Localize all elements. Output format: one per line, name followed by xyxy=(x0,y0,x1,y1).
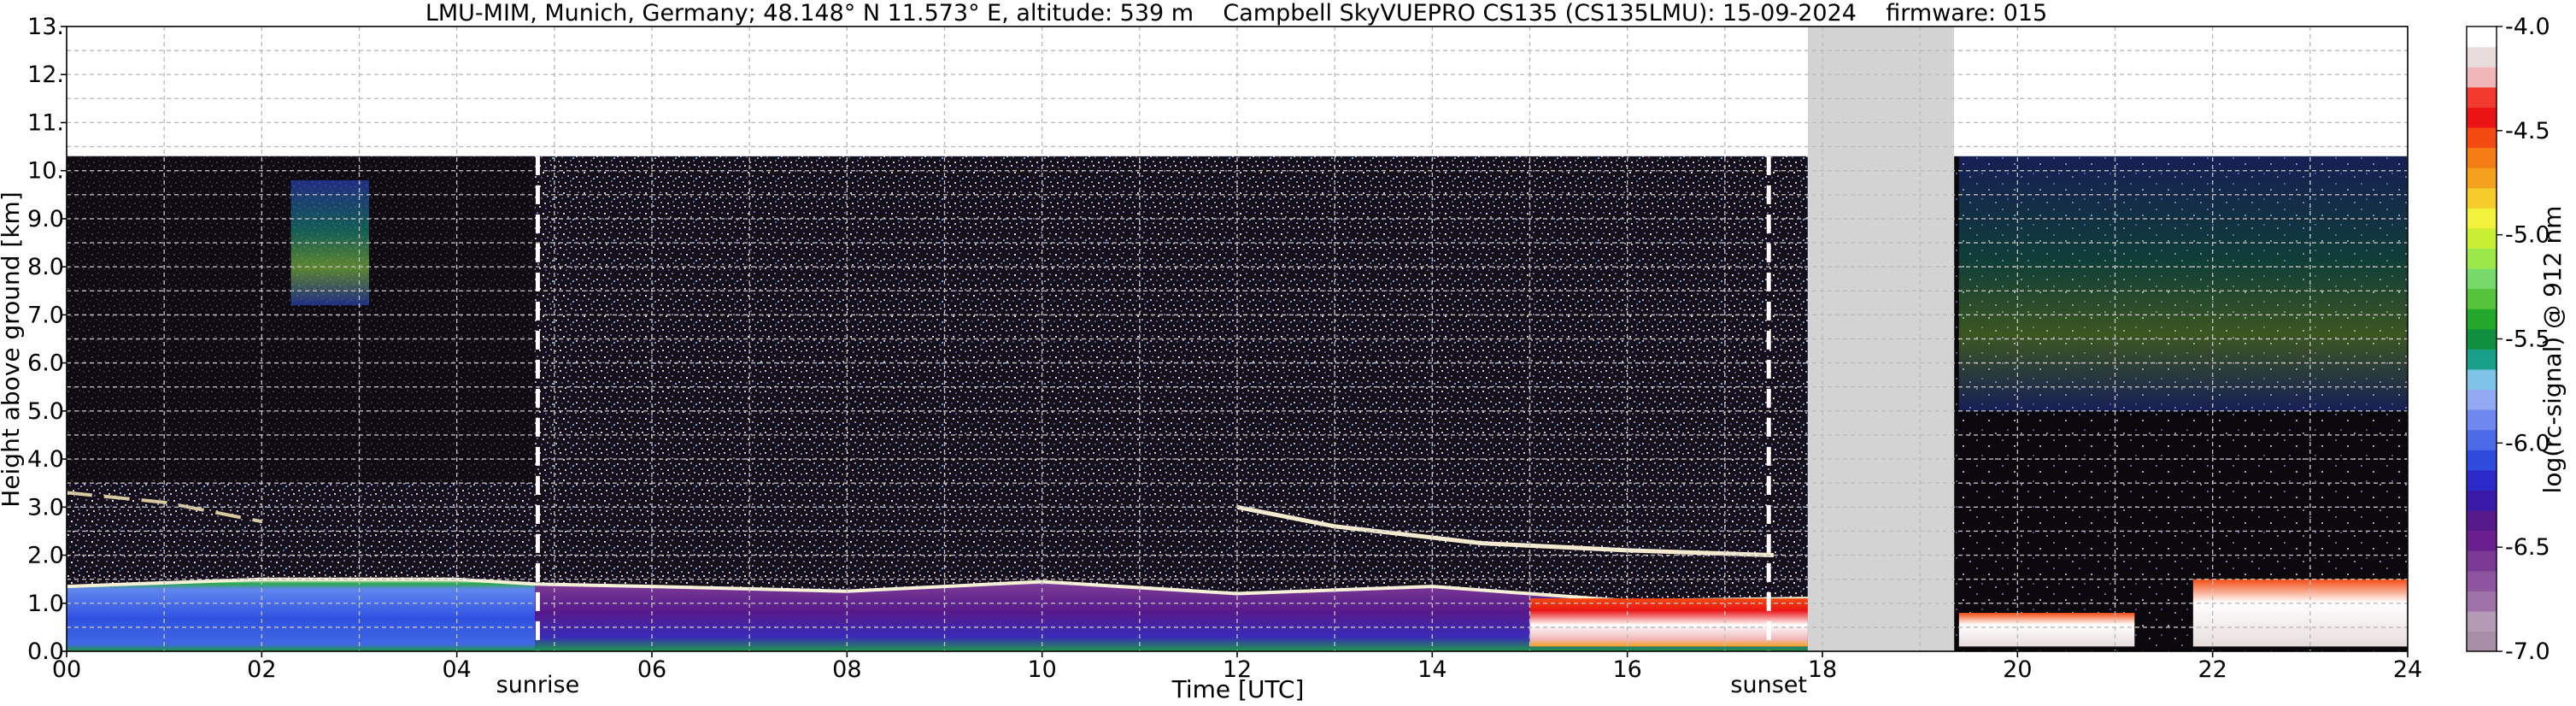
y-tick-label: 7.0 xyxy=(27,302,64,328)
y-tick-label: 5.0 xyxy=(27,398,64,425)
x-axis-label: Time [UTC] xyxy=(1171,675,1305,703)
x-tick-label: 22 xyxy=(2198,656,2227,683)
chart-title: LMU-MIM, Munich, Germany; 48.148° N 11.5… xyxy=(425,0,2047,26)
low-cloud-2 xyxy=(1958,613,2135,647)
colorbar-label: log(rc-signal) @ 912 nm xyxy=(2538,206,2567,494)
colorbar-segment xyxy=(2467,591,2497,612)
colorbar-segment xyxy=(2467,509,2497,532)
grid xyxy=(67,26,2408,651)
colorbar-tick-label: -6.5 xyxy=(2505,534,2550,561)
y-tick-label: 12. xyxy=(27,62,64,88)
colorbar-segment xyxy=(2467,208,2497,229)
colorbar-segment xyxy=(2467,309,2497,330)
y-tick-label: 6.0 xyxy=(27,350,64,377)
x-tick-label: 06 xyxy=(637,656,666,683)
y-tick-label: 4.0 xyxy=(27,446,64,473)
colorbar-segment xyxy=(2467,147,2497,168)
x-tick-label: 02 xyxy=(247,656,276,683)
colorbar-tick-label: -5.5 xyxy=(2505,327,2550,353)
sunset-label: sunset xyxy=(1730,672,1807,698)
colorbar-segment xyxy=(2467,248,2497,269)
colorbar-segment xyxy=(2467,530,2497,551)
colorbar-tick-label: -4.5 xyxy=(2505,118,2550,144)
x-tick-label: 24 xyxy=(2393,656,2422,683)
colorbar-segment xyxy=(2467,26,2497,48)
x-tick-label: 08 xyxy=(832,656,861,683)
y-axis: 0.0 1.0 2.0 3.0 4.0 5.0 6.0 7.0 8.0 9.0 10. 11. 12. 1… xyxy=(27,14,67,665)
colorbar-segment xyxy=(2467,107,2497,128)
y-tick-label: 10. xyxy=(27,158,64,185)
y-tick-label: 8.0 xyxy=(27,254,64,280)
colorbar-segment xyxy=(2467,389,2497,410)
x-tick-label: 10 xyxy=(1027,656,1056,683)
y-tick-label: 11. xyxy=(27,109,64,136)
elevated-layer-morning xyxy=(67,491,262,524)
colorbar-segment xyxy=(2467,469,2497,491)
colorbar-segment xyxy=(2467,570,2497,591)
y-tick-label: 2.0 xyxy=(27,543,64,569)
colorbar-segment xyxy=(2467,631,2497,652)
x-tick-label: 00 xyxy=(52,656,81,683)
y-tick-label: 9.0 xyxy=(27,206,64,232)
colorbar-segment xyxy=(2467,168,2497,189)
colorbar-segment xyxy=(2467,409,2497,431)
x-tick-label: 14 xyxy=(1417,656,1446,683)
colorbar-tick-label: -5.0 xyxy=(2505,222,2550,249)
colorbar-tick-label: -4.0 xyxy=(2505,14,2550,40)
colorbar-segment xyxy=(2467,288,2497,309)
colorbar-segment xyxy=(2467,46,2497,68)
y-tick-label: 13. xyxy=(27,14,64,40)
colorbar-segment xyxy=(2467,268,2497,290)
sunrise-label: sunrise xyxy=(496,672,580,698)
colorbar-segment xyxy=(2467,86,2497,108)
y-tick-label: 1.0 xyxy=(27,591,64,617)
colorbar-segment xyxy=(2467,368,2497,391)
y-tick-label: 3.0 xyxy=(27,494,64,521)
colorbar-segment xyxy=(2467,227,2497,249)
boundary-layer-morning xyxy=(67,579,535,651)
x-tick-label: 18 xyxy=(1808,656,1837,683)
colorbar-segment xyxy=(2467,67,2497,88)
plot-area xyxy=(66,26,2409,652)
cirrus-cloud-2 xyxy=(1958,156,2408,411)
colorbar-segment xyxy=(2467,328,2497,350)
x-tick-label: 12 xyxy=(1223,656,1252,683)
x-tick-label: 04 xyxy=(442,656,471,683)
colorbar: -4.0 -4.5 -5.0 -5.5 -6.0 -6.5 -7.0 xyxy=(2466,14,2550,665)
x-axis: 00 02 04 06 08 10 12 14 16 18 20 22 24 sunrise sunset xyxy=(52,651,2422,698)
colorbar-tick-label: -6.0 xyxy=(2505,430,2550,456)
colorbar-segment xyxy=(2467,490,2497,511)
colorbar-segment xyxy=(2467,126,2497,149)
plot-content xyxy=(67,26,2408,651)
colorbar-segment xyxy=(2467,610,2497,632)
x-tick-label: 16 xyxy=(1612,656,1641,683)
colorbar-segment xyxy=(2467,550,2497,572)
colorbar-tick-label: -7.0 xyxy=(2505,638,2550,665)
colorbar-segment xyxy=(2467,429,2497,450)
colorbar-segment xyxy=(2467,450,2497,471)
colorbar-segment xyxy=(2467,187,2497,209)
y-tick-label: 0.0 xyxy=(27,638,64,665)
low-cloud-1 xyxy=(1529,598,1808,647)
colorbar-segment xyxy=(2467,349,2497,370)
x-tick-label: 20 xyxy=(2003,656,2032,683)
low-cloud-3 xyxy=(2192,579,2408,647)
y-axis-label: Height above ground [km] xyxy=(0,191,25,508)
elevated-layer-afternoon xyxy=(1236,504,1774,557)
